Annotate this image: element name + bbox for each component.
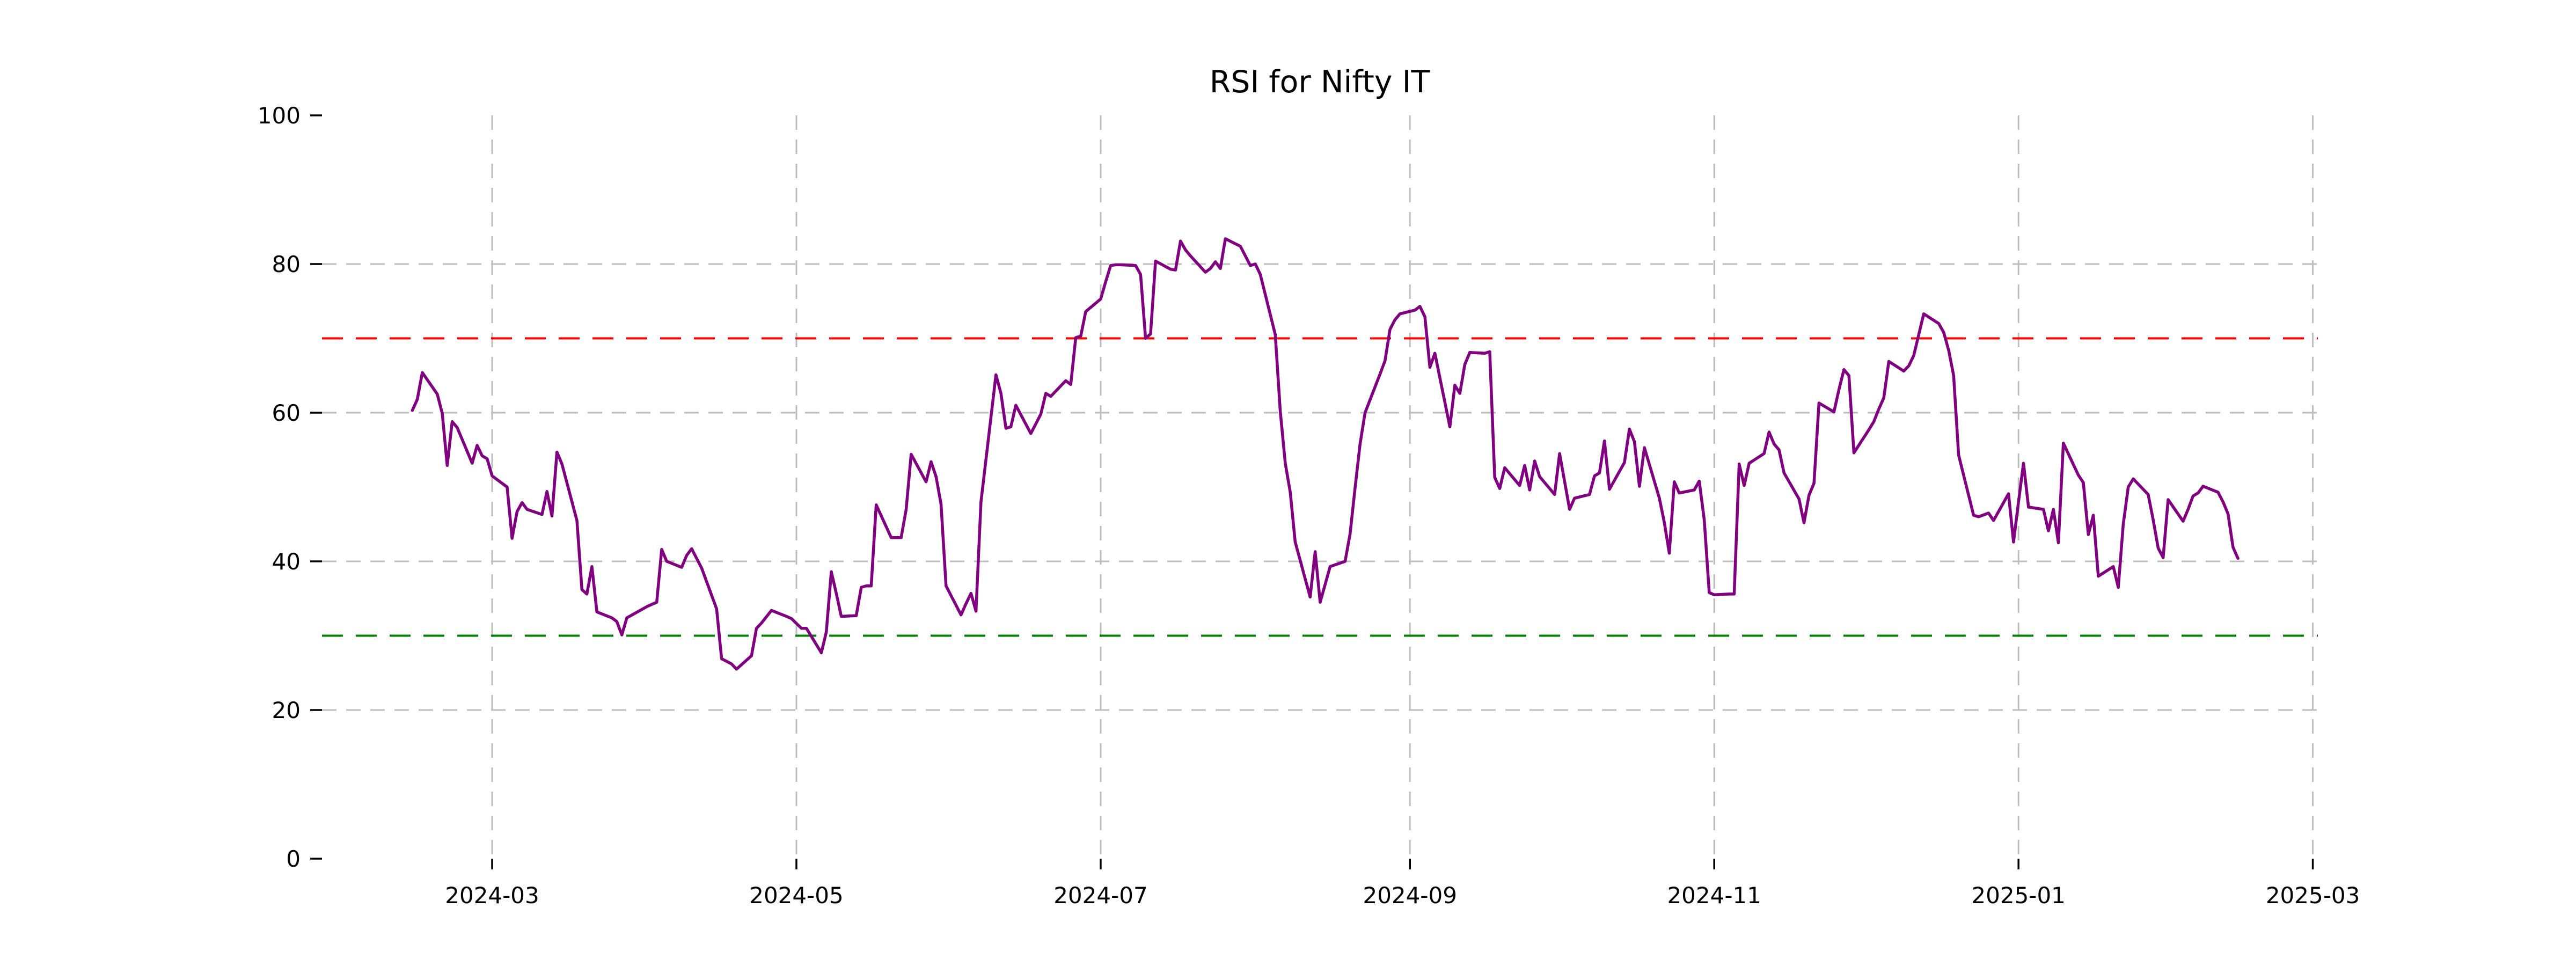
- x-axis-tick-labels: 2024-03 2024-05 2024-07 2024-09 2024-11 2025-…: [445, 882, 2360, 909]
- y-tick-label: 80: [272, 251, 301, 277]
- y-tick-label: 20: [272, 697, 301, 723]
- axis-tick-marks: [310, 114, 2314, 869]
- rsi-line-series: [411, 237, 2240, 671]
- y-tick-label: 0: [286, 846, 301, 872]
- x-tick-label: 2024-05: [749, 882, 844, 909]
- y-tick-label: 60: [272, 400, 301, 426]
- x-tick-label: 2024-11: [1667, 882, 1761, 909]
- y-axis-tick-labels: 0 20 40 60 80 100: [258, 103, 301, 872]
- x-tick-label: 2024-09: [1363, 882, 1457, 909]
- y-tick-label: 40: [272, 548, 301, 575]
- x-tick-label: 2025-03: [2266, 882, 2360, 909]
- y-tick-label: 100: [258, 103, 301, 129]
- x-tick-label: 2025-01: [1971, 882, 2066, 909]
- rsi-threshold-lines: [322, 337, 2318, 637]
- x-tick-label: 2024-07: [1053, 882, 1148, 909]
- horizontal-gridlines: [322, 263, 2318, 711]
- vertical-gridlines: [491, 115, 2314, 859]
- chart-title: RSI for Nifty IT: [1210, 64, 1430, 100]
- x-tick-label: 2024-03: [445, 882, 539, 909]
- rsi-series-line: [411, 237, 2240, 671]
